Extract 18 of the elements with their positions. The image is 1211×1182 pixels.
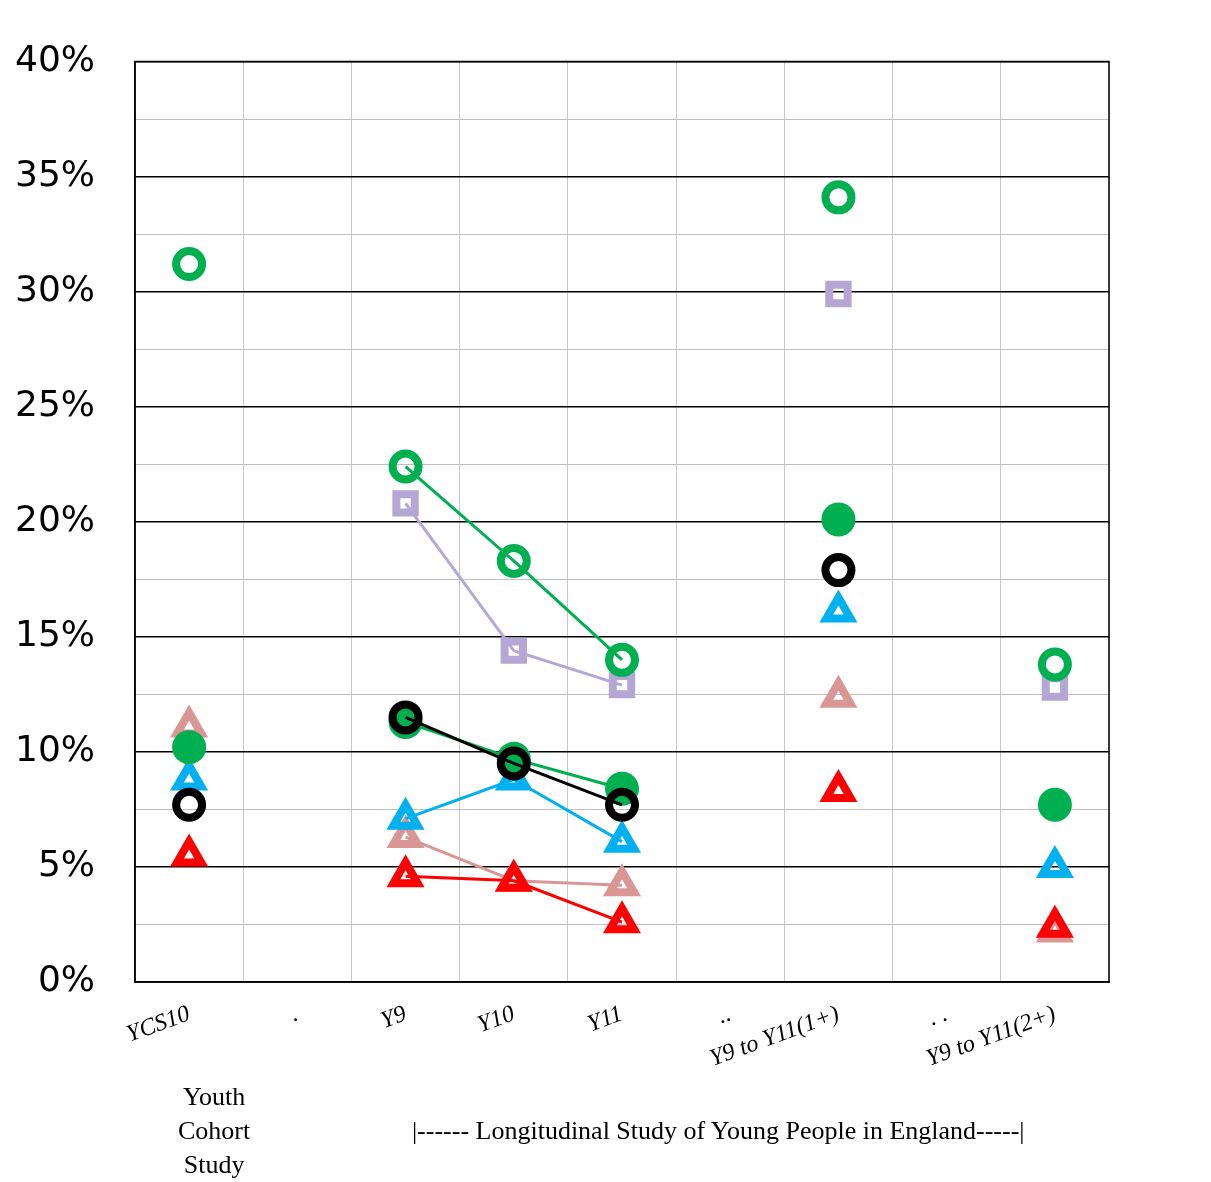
- y-tick-label: 5%: [37, 843, 95, 885]
- y-tick-label: 40%: [14, 37, 95, 79]
- x-tick-label: YCS10: [122, 999, 193, 1047]
- x-tick-label: Y11: [583, 999, 626, 1037]
- y-tick-label: 10%: [14, 728, 95, 770]
- x-tick-label: Y9: [376, 999, 410, 1033]
- y-tick-label: 35%: [14, 153, 95, 195]
- y-tick-label: 15%: [14, 613, 95, 655]
- text: Youth Cohort Study: [177, 1081, 251, 1179]
- x-tick-label: . .: [924, 999, 951, 1031]
- x-tick-label: Y10: [473, 999, 518, 1037]
- text: |------ Longitudinal Study of Young People in England-----|: [411, 1115, 1025, 1145]
- x-tick-label: .: [286, 999, 302, 1027]
- x-tick-label: ..: [713, 999, 735, 1029]
- y-tick-label: 0%: [37, 958, 95, 1000]
- y-tick-label: 25%: [14, 383, 95, 425]
- y-tick-label: 20%: [14, 498, 95, 540]
- y-tick-label: 30%: [14, 268, 95, 310]
